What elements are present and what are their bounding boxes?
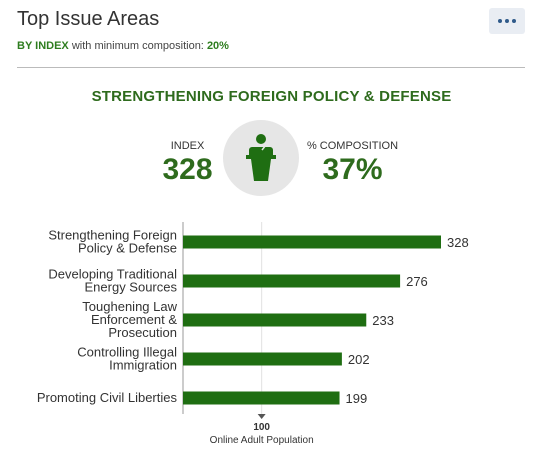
subtitle-prefix: BY INDEX — [17, 40, 69, 52]
bar[interactable] — [183, 313, 367, 327]
category-label: Developing Traditional — [48, 267, 177, 282]
index-label: INDEX — [170, 140, 205, 152]
focus-title: STRENGTHENING FOREIGN POLICY & DEFENSE — [91, 88, 452, 105]
bar-value-label: 233 — [372, 313, 394, 328]
bar[interactable] — [183, 352, 342, 366]
podium-speaker-icon — [223, 120, 299, 196]
bar-value-label: 328 — [447, 235, 469, 250]
composition-label: % COMPOSITION — [306, 140, 399, 152]
index-value: 328 — [162, 153, 213, 186]
bar-value-label: 202 — [348, 352, 370, 367]
bar-value-label: 276 — [406, 274, 428, 289]
category-label: Controlling Illegal — [77, 345, 177, 360]
bar-value-label: 199 — [346, 391, 368, 406]
more-options-button[interactable] — [489, 8, 525, 34]
page-title: Top Issue Areas — [17, 8, 160, 30]
category-label: Prosecution — [108, 325, 177, 340]
subtitle-value: 20% — [206, 40, 229, 52]
category-label: Enforcement & — [91, 312, 177, 327]
baseline-value-label: 100 — [253, 422, 270, 433]
composition-value: 37% — [322, 153, 383, 186]
baseline-marker-icon — [257, 414, 266, 419]
subtitle: BY INDEX with minimum composition: 20% — [17, 40, 229, 52]
divider — [17, 67, 525, 68]
bar[interactable] — [183, 235, 441, 249]
more-horizontal-icon — [498, 19, 502, 23]
category-label: Strengthening Foreign — [48, 228, 177, 243]
category-label: Toughening Law — [82, 299, 177, 314]
category-label: Energy Sources — [85, 280, 178, 295]
subtitle-text: with minimum composition: — [71, 40, 204, 52]
bar[interactable] — [183, 274, 401, 288]
bar[interactable] — [183, 391, 340, 405]
category-label: Policy & Defense — [78, 241, 177, 256]
category-label: Immigration — [109, 358, 177, 373]
baseline-label: Online Adult Population — [210, 435, 314, 446]
category-label: Promoting Civil Liberties — [37, 390, 178, 405]
